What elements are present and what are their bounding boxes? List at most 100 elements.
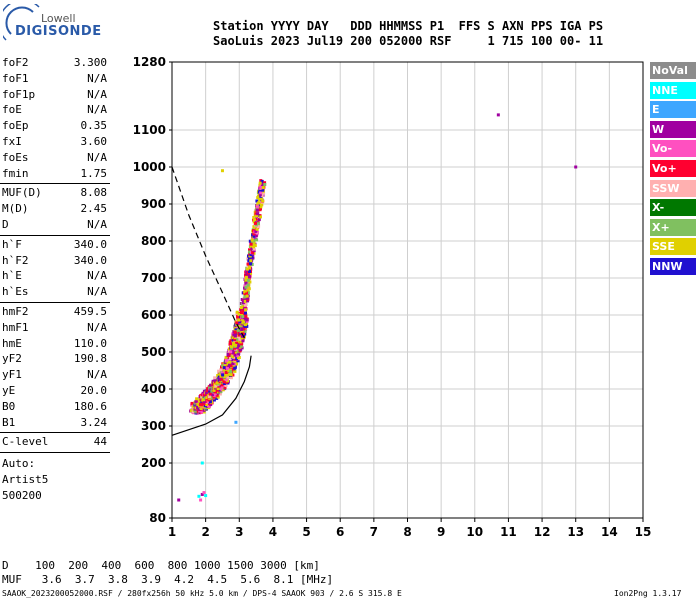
echo-point: [217, 369, 221, 373]
header-values: SaoLuis 2023 Jul19 200 052000 RSF 1 715 …: [213, 34, 604, 48]
echo-point: [262, 191, 266, 195]
echo-point: [253, 218, 256, 222]
param-row-ye: yE 20.0: [0, 384, 110, 399]
x-tick-label: 6: [336, 525, 344, 539]
echo-point: [246, 291, 250, 295]
echo-point: [224, 384, 228, 388]
echo-point: [213, 376, 217, 380]
echo-point: [228, 340, 232, 344]
echo-point: [255, 205, 259, 209]
echo-point: [249, 244, 253, 248]
echo-point: [208, 390, 212, 394]
echo-point: [240, 342, 244, 346]
param-value: N/A: [87, 71, 107, 85]
echo-point: [259, 186, 263, 190]
echo-point: [240, 346, 244, 350]
echo-point: [261, 186, 265, 190]
echo-point: [215, 381, 219, 385]
echo-point: [224, 355, 228, 359]
param-separator: [0, 234, 110, 236]
echo-point: [257, 216, 261, 220]
y-tick-label: 900: [141, 197, 166, 211]
echo-point: [254, 221, 257, 225]
echo-point: [246, 296, 249, 300]
echo-point: [218, 372, 222, 376]
param-row-fxi: fxI 3.60: [0, 135, 110, 150]
param-value: N/A: [87, 150, 107, 164]
param-value: 459.5: [73, 305, 107, 318]
echo-point: [222, 382, 226, 385]
echo-point: [222, 366, 226, 370]
echo-point: [250, 246, 254, 250]
echo-point: [233, 330, 237, 334]
param-row-yf1: yF1 N/A: [0, 368, 110, 383]
echo-point: [257, 224, 261, 228]
echo-point: [235, 337, 239, 341]
echo-point: [259, 191, 263, 195]
echo-point: [229, 350, 233, 354]
echo-point: [255, 227, 259, 231]
echo-point: [241, 315, 245, 319]
echo-point: [200, 410, 204, 414]
echo-point: [257, 222, 260, 226]
echo-point: [254, 236, 258, 240]
legend-item-nne: NNE: [650, 81, 696, 99]
x-tick-label: 8: [403, 525, 411, 539]
legend-item-nnw: NNW: [650, 258, 696, 275]
auto-artist: Artist5: [2, 473, 49, 487]
echo-point: [212, 388, 216, 392]
param-name: hmE: [2, 336, 22, 350]
param-name: foEp: [2, 119, 29, 133]
echo-point: [239, 340, 243, 344]
echo-point: [232, 343, 235, 347]
echo-point: [216, 387, 220, 390]
echo-point: [249, 259, 253, 263]
param-value: 340.0: [73, 237, 107, 251]
echo-point: [240, 311, 243, 314]
echo-point: [205, 403, 208, 407]
echo-point: [202, 393, 206, 397]
echo-point: [229, 370, 233, 374]
x-tick-label: 3: [235, 525, 243, 539]
echo-point: [233, 365, 237, 369]
echo-point: [254, 234, 258, 237]
param-row-hmf1: hmF1 N/A: [0, 321, 110, 336]
echo-point: [259, 207, 262, 211]
echo-point: [250, 255, 254, 259]
x-tick-label: 13: [567, 525, 584, 539]
echo-point: [237, 352, 241, 356]
param-value: N/A: [87, 320, 107, 334]
echo-point: [246, 299, 250, 303]
param-name: M(D): [2, 202, 29, 216]
echo-point: [248, 250, 252, 254]
y-tick-label: 400: [141, 382, 166, 396]
echo-point: [223, 375, 227, 378]
echo-point: [205, 388, 209, 392]
echo-point: [199, 403, 203, 407]
echo-point: [243, 289, 247, 293]
echo-point: [236, 354, 239, 358]
echo-point: [234, 332, 237, 336]
x-tick-label: 14: [601, 525, 618, 539]
echo-point: [230, 364, 234, 368]
echo-point: [245, 318, 249, 322]
param-row-hes: h`Es N/A: [0, 285, 110, 300]
echo-point: [231, 351, 235, 355]
echo-point: [238, 342, 242, 345]
echo-point: [258, 193, 262, 197]
legend-item-ssw: SSW: [650, 179, 696, 197]
profile-solid-line: [171, 355, 252, 436]
echo-point: [197, 494, 201, 498]
echo-point: [237, 313, 241, 317]
echo-point: [194, 399, 198, 403]
param-name: fxI: [2, 135, 22, 148]
logo-title: DIGISONDE: [15, 24, 102, 39]
param-name: yF1: [2, 368, 22, 382]
echo-point: [240, 298, 244, 301]
echo-point: [260, 179, 264, 183]
param-value: 0.35: [80, 119, 108, 133]
echo-point: [208, 392, 212, 396]
echo-point: [261, 188, 265, 192]
echo-point: [242, 327, 246, 331]
chart-grid: [171, 61, 644, 519]
